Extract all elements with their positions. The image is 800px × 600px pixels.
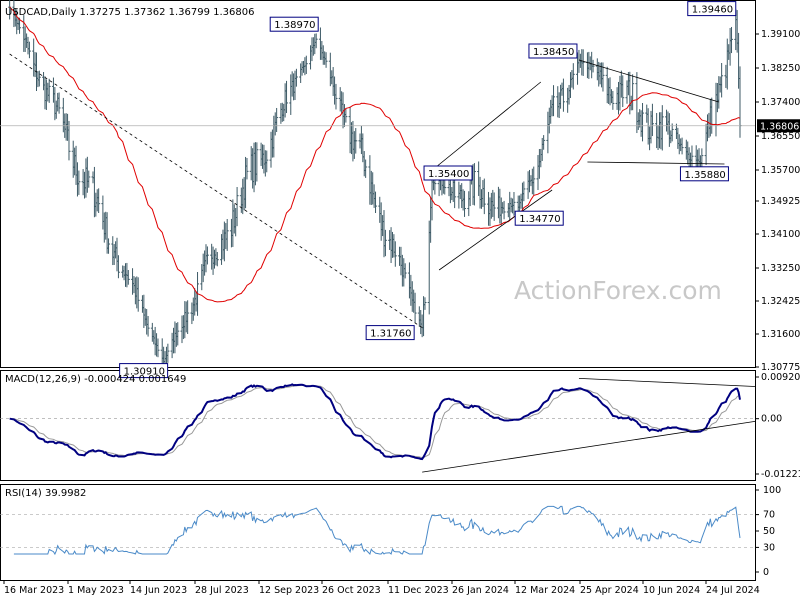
- x-tick-label: 12 Sep 2023: [259, 585, 319, 596]
- rsi-y-tick-label: 100: [763, 485, 781, 496]
- price-panel-title: USDCAD,Daily 1.37275 1.37362 1.36799 1.3…: [5, 7, 255, 18]
- panel-frames: [0, 0, 756, 581]
- x-tick-label: 28 Jul 2023: [195, 585, 249, 596]
- macd-frame: [0, 370, 756, 481]
- price-y-tick-label: 1.37400: [761, 97, 800, 108]
- triangle-upper: [578, 59, 719, 103]
- level-label-box: [269, 16, 319, 32]
- price-y-tick-label: 1.30775: [761, 362, 800, 373]
- triangle-lower: [587, 161, 725, 165]
- x-tick-label: 16 Mar 2023: [4, 585, 64, 596]
- level-label: 1.38450: [533, 47, 574, 58]
- rsi-y-tick-label: 70: [763, 510, 775, 521]
- current-price-label: 1.36806: [760, 121, 799, 132]
- macd-panel: 0.009205 0.00 -0.012216: [0, 372, 800, 480]
- rsi-line: [13, 505, 741, 556]
- price-bars: [8, 0, 742, 374]
- x-tick-label: 14 Jun 2023: [130, 585, 187, 596]
- level-label-box: [528, 43, 578, 59]
- macd-trendline-upper: [578, 377, 756, 387]
- level-label-box: [514, 210, 564, 226]
- watermark: ActionForex.com: [514, 276, 722, 305]
- price-y-tick-label: 1.36550: [761, 131, 800, 142]
- level-label-box: [687, 1, 737, 17]
- level-label-box: [119, 363, 169, 379]
- price-y-tick-label: 1.33250: [761, 263, 800, 274]
- level-label: 1.39460: [692, 5, 733, 16]
- price-y-tick-label: 1.31600: [761, 329, 800, 340]
- macd-signal-line: [9, 384, 741, 459]
- macd-line: [9, 383, 741, 461]
- level-label: 1.34770: [519, 214, 560, 225]
- level-label: 1.30910: [124, 367, 165, 378]
- rsi-y-tick-label: 0: [763, 567, 769, 578]
- level-label-box: [365, 325, 415, 341]
- x-tick-label: 24 Jul 2024: [706, 585, 760, 596]
- x-tick-label: 26 Jan 2024: [452, 585, 509, 596]
- channel-upper: [424, 81, 542, 177]
- level-label: 1.35400: [428, 169, 469, 180]
- level-label: 1.38970: [274, 20, 315, 31]
- rsi-panel: 100 70 50 30 0: [0, 485, 781, 578]
- x-tick-label: 1 May 2023: [68, 585, 124, 596]
- current-price-box: [757, 119, 800, 133]
- x-axis: 16 Mar 2023 1 May 2023 14 Jun 2023 28 Jul 2…: [3, 580, 760, 596]
- price-y-tick-label: 1.38250: [761, 63, 800, 74]
- level-label-box: [679, 166, 729, 182]
- level-label: 1.31760: [370, 329, 411, 340]
- macd-y-tick-label: 0.009205: [761, 372, 800, 383]
- price-panel: 1.39100 1.38250 1.37400 1.36550 1.35700 1.349…: [0, 0, 800, 379]
- price-y-tick-label: 1.39100: [761, 29, 800, 40]
- macd-y-tick-label: -0.012216: [761, 469, 800, 480]
- x-tick-label: 26 Oct 2023: [322, 585, 381, 596]
- macd-trendline-lower: [422, 421, 756, 473]
- level-label-box: [423, 165, 473, 181]
- rsi-y-tick-label: 50: [763, 526, 775, 537]
- macd-y-tick-label: 0.00: [761, 414, 782, 425]
- x-tick-label: 25 Apr 2024: [580, 585, 639, 596]
- price-y-tick-label: 1.34925: [761, 196, 800, 207]
- channel-lower: [438, 189, 553, 271]
- x-tick-label: 12 Mar 2024: [515, 585, 575, 596]
- price-y-tick-label: 1.32425: [761, 296, 800, 307]
- price-frame: [0, 0, 756, 368]
- x-tick-label: 11 Dec 2023: [388, 585, 449, 596]
- x-tick-label: 10 Jun 2024: [643, 585, 700, 596]
- price-y-tick-label: 1.35700: [761, 165, 800, 176]
- moving-average-line: [9, 6, 741, 303]
- trendline-dashed: [9, 53, 423, 328]
- level-label: 1.35880: [684, 170, 725, 181]
- rsi-frame: [0, 484, 756, 581]
- macd-panel-title: MACD(12,26,9) -0.000424 0.001649: [5, 374, 186, 385]
- price-y-tick-label: 1.34100: [761, 229, 800, 240]
- rsi-y-tick-label: 30: [763, 542, 775, 553]
- rsi-panel-title: RSI(14) 39.9982: [5, 488, 86, 499]
